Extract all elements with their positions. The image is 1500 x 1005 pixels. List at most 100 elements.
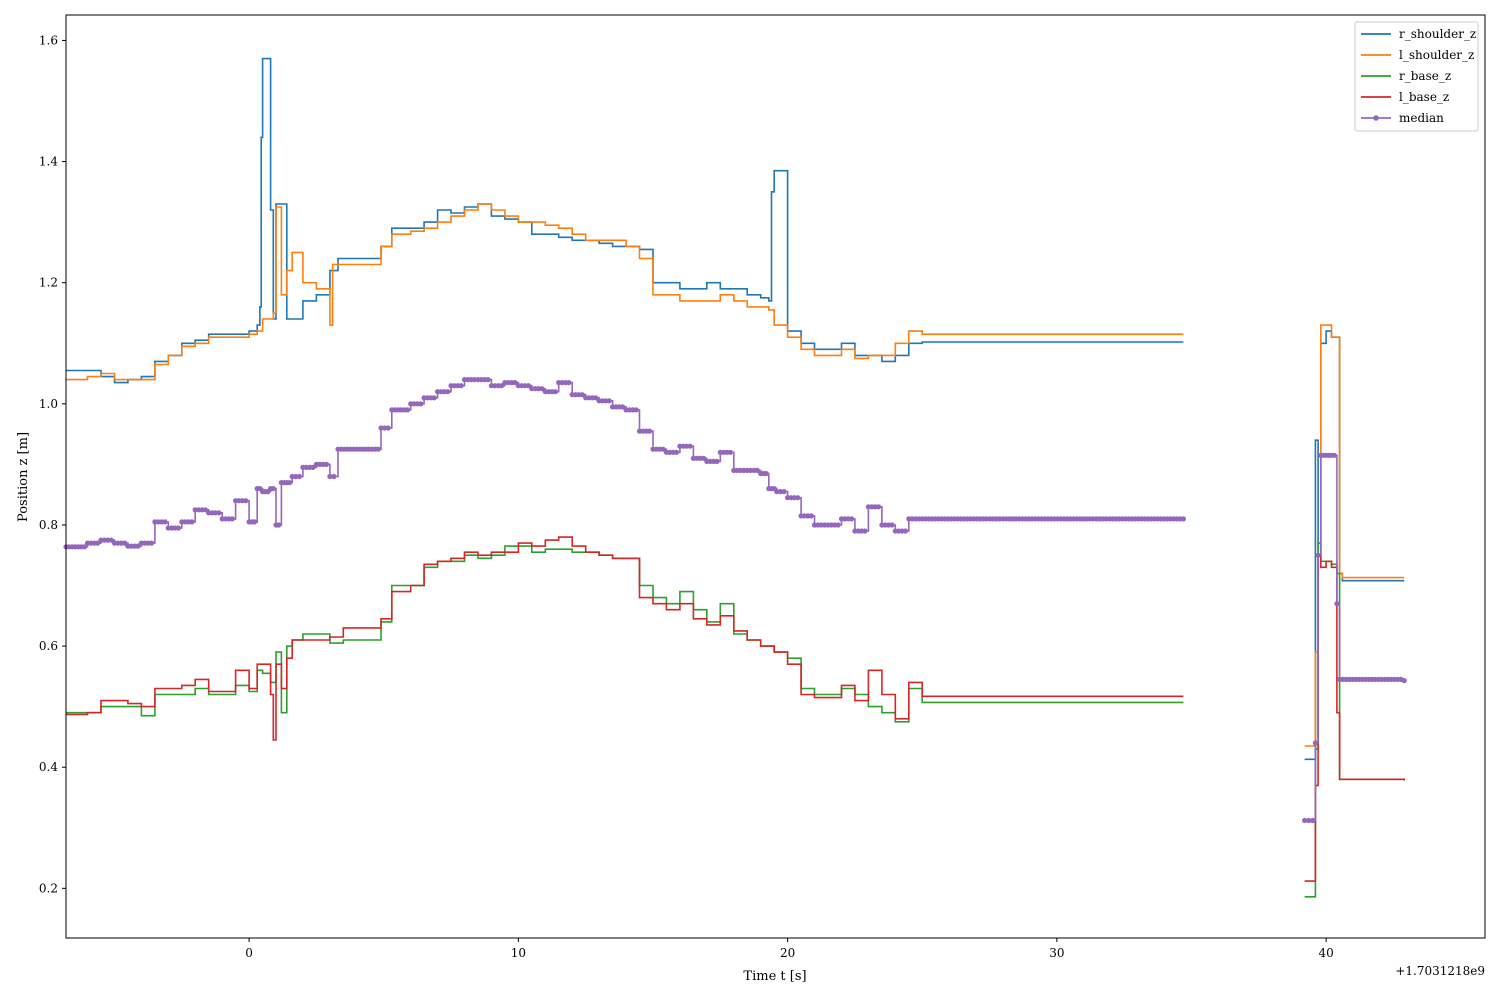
median-point bbox=[512, 380, 518, 386]
median-point bbox=[889, 522, 895, 528]
series-line-median bbox=[1304, 454, 1405, 822]
median-point bbox=[835, 522, 841, 528]
y-tick-label: 0.6 bbox=[39, 639, 58, 653]
median-point bbox=[777, 489, 784, 495]
median-point bbox=[431, 395, 437, 401]
median-point bbox=[135, 543, 141, 549]
median-point bbox=[108, 537, 114, 543]
legend-item-median: median bbox=[1361, 111, 1444, 125]
series-line-l_base_z bbox=[66, 536, 1184, 741]
x-tick-label: 40 bbox=[1318, 946, 1333, 960]
median-point bbox=[1180, 516, 1186, 522]
median-point bbox=[774, 489, 780, 495]
median-point bbox=[1310, 817, 1316, 824]
series-median bbox=[63, 377, 1407, 824]
x-tick-label: 0 bbox=[245, 946, 253, 960]
series-line-r_shoulder_z bbox=[1304, 330, 1405, 761]
y-tick-label: 1.6 bbox=[39, 33, 58, 47]
median-point bbox=[1302, 817, 1308, 824]
median-point bbox=[95, 540, 101, 546]
legend-items: r_shoulder_z l_shoulder_z r_base_z l_base_z… bbox=[1361, 27, 1476, 125]
legend-label: r_shoulder_z bbox=[1399, 27, 1476, 41]
x-tick-label: 10 bbox=[511, 946, 526, 960]
y-tick-label: 1.2 bbox=[39, 276, 58, 290]
median-point bbox=[593, 395, 599, 401]
legend-label: median bbox=[1399, 111, 1444, 125]
median-point bbox=[404, 407, 411, 413]
median-point bbox=[808, 513, 814, 519]
median-point bbox=[763, 470, 769, 477]
median-point bbox=[539, 386, 545, 392]
y-tick-label: 0.4 bbox=[39, 760, 58, 774]
legend-label: r_base_z bbox=[1399, 69, 1451, 83]
series-l_base_z bbox=[66, 536, 1405, 882]
x-offset-label: +1.7031218e9 bbox=[1395, 964, 1485, 978]
median-point bbox=[418, 401, 424, 407]
median-point bbox=[276, 522, 282, 528]
median-point bbox=[378, 425, 384, 431]
legend-item-r_shoulder_z: r_shoulder_z bbox=[1361, 27, 1476, 41]
median-point bbox=[485, 377, 491, 383]
median-point bbox=[251, 519, 258, 525]
legend-label: l_shoulder_z bbox=[1399, 48, 1474, 62]
median-point bbox=[849, 516, 855, 522]
median-point bbox=[1306, 817, 1312, 824]
x-axis-label: Time t [s] bbox=[743, 969, 806, 984]
median-point bbox=[606, 398, 612, 404]
median-point bbox=[327, 473, 333, 480]
median-point bbox=[270, 486, 276, 492]
median-point bbox=[1401, 678, 1407, 684]
median-point bbox=[382, 425, 388, 431]
median-point bbox=[862, 528, 868, 534]
median-point bbox=[175, 525, 181, 531]
series-l_shoulder_z bbox=[66, 203, 1405, 747]
legend-item-l_shoulder_z: l_shoulder_z bbox=[1361, 48, 1474, 62]
median-point bbox=[902, 528, 909, 534]
median-point bbox=[795, 495, 801, 501]
median-point bbox=[754, 467, 760, 473]
y-axis-label: Position z [m] bbox=[16, 432, 31, 522]
median-point bbox=[296, 473, 302, 480]
median-point bbox=[289, 473, 295, 480]
median-point bbox=[633, 407, 639, 413]
plot-frame bbox=[65, 14, 1486, 939]
median-point bbox=[727, 449, 734, 455]
series-r_shoulder_z bbox=[66, 57, 1405, 761]
legend-frame bbox=[1354, 21, 1479, 132]
median-point bbox=[293, 473, 299, 480]
x-ticks: 0 10 20 30 40 bbox=[245, 938, 1334, 960]
axes-layer bbox=[65, 14, 1486, 939]
median-point bbox=[122, 540, 128, 546]
median-point bbox=[714, 458, 720, 464]
median-point bbox=[323, 461, 330, 467]
series-r_base_z bbox=[66, 542, 1405, 898]
median-point bbox=[286, 480, 293, 486]
median-point bbox=[385, 425, 391, 431]
median-point bbox=[620, 404, 626, 410]
legend-item-l_base_z: l_base_z bbox=[1361, 90, 1449, 104]
median-point bbox=[81, 544, 88, 550]
median-point bbox=[498, 383, 505, 389]
median-point bbox=[310, 464, 316, 470]
y-tick-label: 1.4 bbox=[39, 155, 58, 169]
median-point bbox=[687, 443, 693, 449]
y-tick-label: 1.0 bbox=[39, 397, 58, 411]
median-point bbox=[781, 489, 787, 495]
legend-label: l_base_z bbox=[1399, 90, 1449, 104]
legend-item-r_base_z: r_base_z bbox=[1361, 69, 1451, 83]
median-point bbox=[525, 383, 532, 389]
x-tick-label: 30 bbox=[1049, 946, 1064, 960]
median-point bbox=[331, 473, 337, 480]
y-tick-label: 0.2 bbox=[39, 881, 58, 895]
y-ticks: 0.2 0.4 0.6 0.8 1.0 1.2 1.4 1.6 bbox=[39, 33, 66, 895]
series-layer bbox=[63, 57, 1407, 898]
median-point bbox=[162, 519, 168, 525]
median-point bbox=[552, 389, 559, 395]
y-tick-label: 0.8 bbox=[39, 518, 58, 532]
series-line-l_base_z bbox=[1304, 554, 1405, 882]
median-point bbox=[216, 510, 222, 516]
median-point bbox=[660, 446, 666, 452]
median-point bbox=[673, 449, 680, 455]
